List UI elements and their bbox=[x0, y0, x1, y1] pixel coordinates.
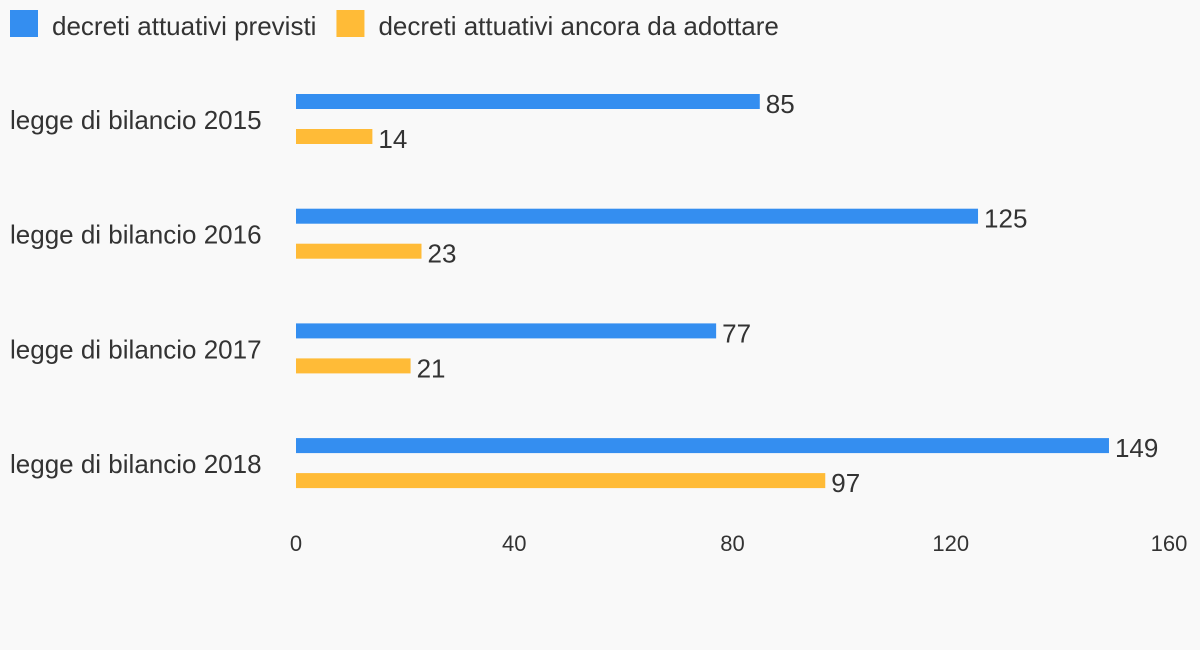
bar-2-0 bbox=[296, 323, 717, 339]
bar-0-1 bbox=[296, 129, 373, 144]
bar-3-0 bbox=[296, 438, 1109, 454]
bar-2-1 bbox=[296, 358, 411, 374]
bars bbox=[296, 94, 1109, 489]
bar-1-0 bbox=[296, 208, 979, 224]
x-tick-label-1: 40 bbox=[502, 531, 526, 556]
x-tick-label-4: 160 bbox=[1151, 531, 1188, 556]
bar-0-0 bbox=[296, 94, 760, 109]
x-tick-label-0: 0 bbox=[290, 531, 302, 556]
category-labels: legge di bilancio 2015 legge di bilancio … bbox=[10, 105, 262, 479]
value-label-0-0: 85 bbox=[766, 89, 795, 119]
legend-swatch-1 bbox=[336, 10, 365, 37]
value-label-2-1: 21 bbox=[417, 353, 446, 383]
bar-3-1 bbox=[296, 473, 826, 489]
legend-label-0: decreti attuativi previsti bbox=[52, 11, 316, 41]
x-tick-label-3: 120 bbox=[932, 531, 969, 556]
category-label-0: legge di bilancio 2015 bbox=[10, 105, 262, 135]
value-label-2-0: 77 bbox=[722, 318, 751, 348]
value-label-1-1: 23 bbox=[427, 239, 456, 269]
category-label-1: legge di bilancio 2016 bbox=[10, 220, 262, 250]
value-label-1-0: 125 bbox=[984, 204, 1027, 234]
value-labels: 85 14 125 23 77 21 149 97 bbox=[378, 89, 1158, 498]
legend-swatch-0 bbox=[10, 10, 38, 37]
legend: decreti attuativi previsti decreti attuat… bbox=[10, 10, 779, 41]
bar-1-1 bbox=[296, 243, 422, 259]
x-tick-label-2: 80 bbox=[720, 531, 744, 556]
value-label-0-1: 14 bbox=[378, 124, 407, 154]
x-axis-ticks: 0 40 80 120 160 bbox=[290, 531, 1187, 556]
value-label-3-1: 97 bbox=[831, 468, 860, 498]
legend-label-1: decreti attuativi ancora da adottare bbox=[378, 11, 778, 41]
category-label-3: legge di bilancio 2018 bbox=[10, 449, 262, 479]
category-label-2: legge di bilancio 2017 bbox=[10, 334, 262, 364]
value-label-3-0: 149 bbox=[1115, 433, 1158, 463]
